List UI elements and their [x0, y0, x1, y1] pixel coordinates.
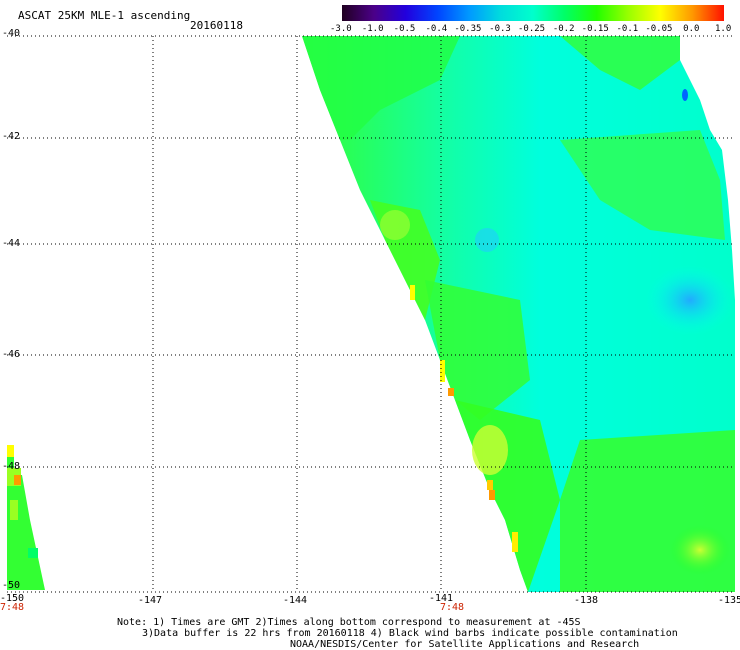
lat-label: -48	[2, 461, 21, 472]
colorbar-tick-label: -0.05	[645, 24, 673, 34]
colorbar	[342, 5, 724, 21]
lon-label: -138	[574, 595, 599, 606]
lon-label: -147	[138, 595, 163, 606]
main-swath	[302, 36, 735, 592]
lat-label: -42	[2, 131, 21, 142]
colorbar-tick-label: -0.2	[552, 24, 575, 34]
map-title: ASCAT 25KM MLE-1 ascending	[18, 9, 191, 22]
left-swath	[7, 445, 45, 590]
colorbar-tick-label: -0.35	[454, 24, 482, 34]
lon-label: -144	[283, 595, 308, 606]
colorbar-tick-label: -1.0	[361, 24, 384, 34]
colorbar-tick-label: -0.1	[616, 24, 639, 34]
lat-label: -40	[2, 28, 21, 39]
lat-label: -50	[2, 580, 21, 591]
lat-label: -44	[2, 238, 21, 249]
lon-label: -150	[0, 593, 25, 604]
colorbar-tick-label: -3.0	[330, 24, 352, 34]
colorbar-tick-label: -0.15	[581, 24, 609, 34]
colorbar-tick-label: -0.3	[489, 24, 511, 34]
colorbar-tick-label: -0.5	[393, 24, 416, 34]
note-line-2: 3)Data buffer is 22 hrs from 20160118 4)…	[142, 628, 678, 639]
note-line-3: NOAA/NESDIS/Center for Satellite Applica…	[290, 639, 640, 650]
colorbar-tick-label: 1.0	[715, 24, 732, 34]
time-label: 7:48	[0, 602, 25, 613]
note-line-1: Note: 1) Times are GMT 2)Times along bot…	[117, 617, 581, 628]
colorbar-tick-label: -0.25	[518, 24, 546, 34]
lon-label: -135	[718, 595, 740, 606]
lat-label: -46	[2, 349, 21, 360]
time-label: 7:48	[440, 602, 465, 613]
colorbar-tick-label: -0.4	[425, 24, 448, 34]
map-date: 20160118	[190, 19, 243, 32]
lat-lon-grid	[7, 35, 735, 593]
colorbar-tick-label: 0.0	[683, 24, 700, 34]
lon-label: -141	[429, 593, 454, 604]
colorbar-gradient	[342, 5, 724, 21]
